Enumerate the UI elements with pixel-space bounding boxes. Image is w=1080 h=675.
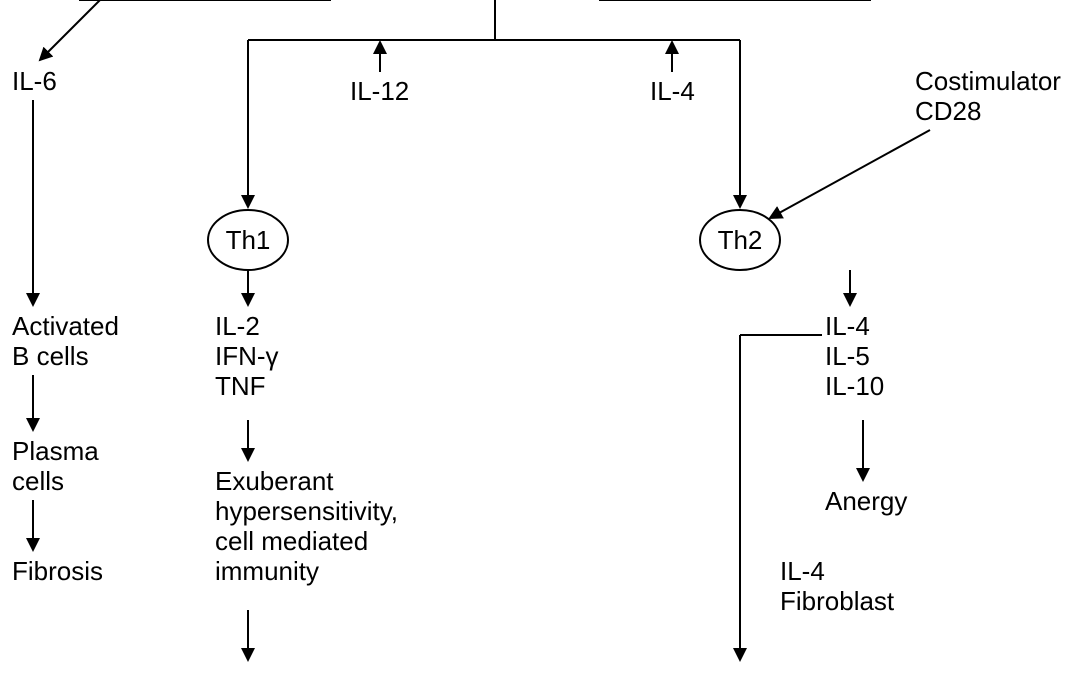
flowchart-canvas: Th1 Th2 IL-6 IL-12 IL-4 CostimulatorCD28 Activ… — [0, 0, 1080, 675]
label-costim: CostimulatorCD28 — [915, 66, 1061, 126]
label-plasma-cells: Plasmacells — [12, 436, 99, 496]
label-il4top: IL-4 — [650, 76, 695, 106]
label-th1-outcome: Exuberanthypersensitivity,cell mediatedi… — [215, 466, 398, 586]
label-th1-cytokines: IL-2IFN-γTNF — [215, 311, 279, 401]
edge-e-boxleft-il6 — [40, 0, 100, 60]
nodes-layer: Th1 Th2 IL-6 IL-12 IL-4 CostimulatorCD28 Activ… — [12, 0, 1061, 616]
label-th2: Th2 — [718, 225, 763, 255]
label-fibrosis: Fibrosis — [12, 556, 103, 586]
label-il12: IL-12 — [350, 76, 409, 106]
label-activated-b: ActivatedB cells — [12, 311, 119, 371]
label-il4-fibroblast: IL-4Fibroblast — [780, 556, 895, 616]
label-il6: IL-6 — [12, 66, 57, 96]
label-th2-cytokines: IL-4IL-5IL-10 — [825, 311, 884, 401]
label-th1: Th1 — [226, 225, 271, 255]
edge-e-costim-th2 — [770, 130, 930, 218]
label-anergy: Anergy — [825, 486, 907, 516]
